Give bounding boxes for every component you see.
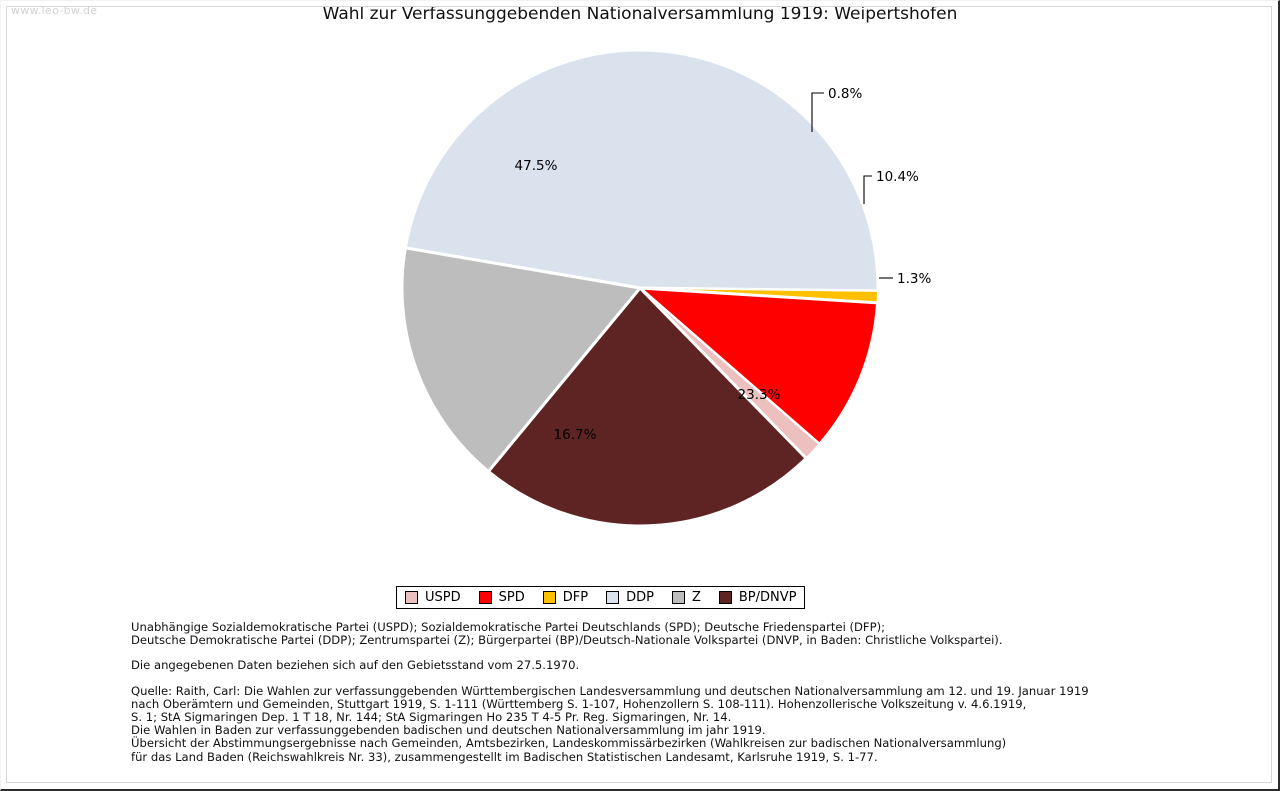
pie-label-spd: 10.4% bbox=[876, 169, 919, 185]
pie-slice-z[interactable] bbox=[400, 246, 643, 474]
legend-swatch-icon-spd bbox=[478, 591, 492, 604]
legend-swatch-icon-dfp bbox=[542, 591, 556, 604]
legend-item-dfp[interactable]: DFP bbox=[542, 590, 589, 605]
footnote-territory-line-1: Die angegebenen Daten beziehen sich auf … bbox=[131, 658, 580, 673]
pie-label-z: 16.7% bbox=[554, 427, 597, 443]
pie-chart: 47.5% 23.3% 16.7% 0.8% 10.4% 1.3% bbox=[400, 48, 931, 528]
footnote-source-line-3: S. 1; StA Sigmaringen Dep. 1 T 18, Nr. 1… bbox=[131, 710, 732, 725]
legend-label-uspd: USPD bbox=[425, 590, 461, 605]
legend-item-z[interactable]: Z bbox=[671, 590, 701, 605]
footnote-source-line-1: Quelle: Raith, Carl: Die Wahlen zur verf… bbox=[131, 683, 1089, 698]
footnote-source: Quelle: Raith, Carl: Die Wahlen zur verf… bbox=[131, 683, 1231, 764]
pie-slice-ddp[interactable] bbox=[403, 48, 880, 293]
footnote-parties-line-1: Unabhängige Sozialdemokratische Partei (… bbox=[131, 620, 886, 634]
leader-line-dfp bbox=[811, 92, 824, 132]
legend-swatch-icon-ddp bbox=[606, 591, 620, 604]
legend-label-bp-dnvp: BP/DNVP bbox=[738, 590, 797, 605]
footnote-territory: Die angegebenen Daten beziehen sich auf … bbox=[131, 659, 1231, 672]
legend-item-spd[interactable]: SPD bbox=[478, 590, 525, 605]
page-title: Wahl zur Verfassunggebenden Nationalvers… bbox=[322, 4, 958, 24]
pie-slice-bp-dnvp[interactable] bbox=[486, 285, 809, 528]
footnotes: Unabhängige Sozialdemokratische Partei (… bbox=[131, 620, 1231, 764]
pie-slices bbox=[400, 48, 880, 528]
legend-swatch-icon-bp-dnvp bbox=[718, 591, 732, 604]
legend-item-ddp[interactable]: DDP bbox=[606, 591, 654, 604]
pie-label-dfp: 0.8% bbox=[828, 86, 862, 102]
legend-label-dfp: DFP bbox=[562, 590, 589, 605]
footnote-source-line-6: für das Land Baden (Reichswahlkreis Nr. … bbox=[131, 749, 878, 764]
footnote-parties: Unabhängige Sozialdemokratische Partei (… bbox=[131, 620, 1231, 648]
footnote-parties-line-2: Deutsche Demokratische Partei (DDP); Zen… bbox=[131, 633, 1003, 648]
legend-label-z: Z bbox=[691, 590, 701, 605]
legend: USPD SPD DFP DDP Z BP/DNVP bbox=[396, 586, 806, 609]
pie-slice-spd[interactable] bbox=[635, 286, 880, 447]
leader-line-spd bbox=[863, 175, 872, 204]
watermark: www.leo-bw.de bbox=[11, 4, 98, 17]
footnote-source-line-2: nach Oberämtern und Gemeinden, Stuttgart… bbox=[131, 696, 1027, 711]
pie-label-uspd: 1.3% bbox=[897, 271, 931, 287]
footnote-source-line-5: Übersicht der Abstimmungsergebnisse nach… bbox=[131, 736, 1007, 751]
legend-swatch-icon-z bbox=[671, 591, 685, 604]
legend-item-bp-dnvp[interactable]: BP/DNVP bbox=[718, 590, 797, 605]
pie-label-ddp: 47.5% bbox=[515, 158, 558, 174]
pie-label-bp-dnvp: 23.3% bbox=[738, 387, 781, 403]
leader-lines bbox=[811, 92, 893, 279]
legend-item-uspd[interactable]: USPD bbox=[405, 591, 461, 604]
legend-label-ddp: DDP bbox=[626, 590, 654, 605]
footnote-source-line-4: Die Wahlen in Baden zur verfassunggebend… bbox=[131, 723, 766, 738]
legend-swatch-icon-uspd bbox=[405, 591, 418, 604]
legend-label-spd: SPD bbox=[498, 590, 525, 605]
